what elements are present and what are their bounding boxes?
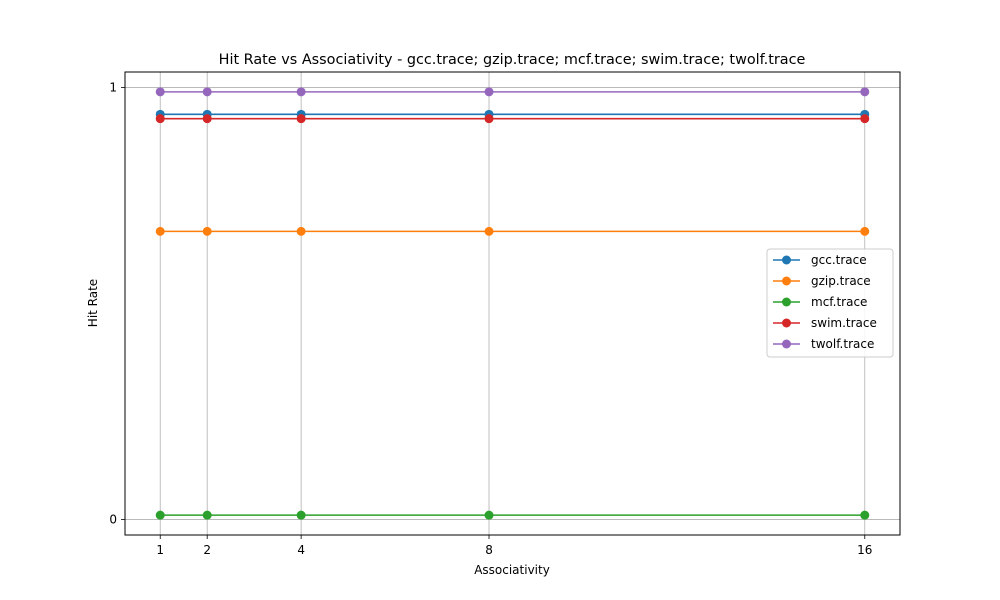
x-axis-ticks: 1 2 4 8 16 xyxy=(156,535,872,557)
data-point xyxy=(155,87,165,97)
y-tick-label: 1 xyxy=(109,81,117,95)
y-tick-label: 0 xyxy=(109,512,117,526)
data-point xyxy=(860,510,870,520)
legend-marker xyxy=(782,276,791,286)
data-point xyxy=(860,114,870,124)
data-point xyxy=(155,114,165,124)
legend-item: swim.trace xyxy=(773,316,877,330)
data-point xyxy=(296,114,306,124)
legend-label: gzip.trace xyxy=(811,274,871,288)
series-twolf-trace xyxy=(155,87,870,97)
x-tick-label: 16 xyxy=(857,543,872,557)
legend-marker xyxy=(782,339,791,349)
legend-marker xyxy=(782,297,791,307)
legend-item: gzip.trace xyxy=(773,274,871,288)
x-tick-label: 1 xyxy=(156,543,164,557)
legend-label: twolf.trace xyxy=(811,337,874,351)
legend: gcc.trace gzip.trace mcf.trace swim.trace tw… xyxy=(766,248,894,358)
x-axis-label: Associativity xyxy=(474,563,550,577)
x-tick-label: 8 xyxy=(485,543,493,557)
legend-box xyxy=(766,248,894,358)
y-axis-ticks: 01 xyxy=(109,81,125,526)
data-point xyxy=(860,87,870,97)
data-point xyxy=(296,87,306,97)
data-point xyxy=(155,510,165,520)
y-axis-label: Hit Rate xyxy=(86,279,100,327)
data-point xyxy=(484,114,494,124)
legend-label: mcf.trace xyxy=(811,295,867,309)
data-point xyxy=(202,510,212,520)
data-point xyxy=(484,226,494,236)
x-tick-label: 2 xyxy=(203,543,211,557)
data-point xyxy=(296,226,306,236)
legend-item: mcf.trace xyxy=(773,295,867,309)
series-group xyxy=(155,87,870,520)
data-point xyxy=(202,226,212,236)
data-point xyxy=(484,87,494,97)
data-point xyxy=(484,510,494,520)
chart-title: Hit Rate vs Associativity - gcc.trace; g… xyxy=(219,52,806,68)
legend-item: twolf.trace xyxy=(773,337,874,351)
legend-marker xyxy=(782,318,791,328)
legend-label: gcc.trace xyxy=(811,253,867,267)
data-point xyxy=(296,510,306,520)
legend-marker xyxy=(782,255,791,265)
data-point xyxy=(202,114,212,124)
series-gcc-trace xyxy=(155,109,870,119)
legend-item: gcc.trace xyxy=(773,253,867,267)
plot-area xyxy=(124,71,901,536)
data-point xyxy=(860,226,870,236)
legend-label: swim.trace xyxy=(811,316,877,330)
data-point xyxy=(202,87,212,97)
series-mcf-trace xyxy=(155,510,870,520)
x-tick-label: 4 xyxy=(297,543,305,557)
series-swim-trace xyxy=(155,114,870,124)
series-gzip-trace xyxy=(155,226,870,236)
data-point xyxy=(155,226,165,236)
